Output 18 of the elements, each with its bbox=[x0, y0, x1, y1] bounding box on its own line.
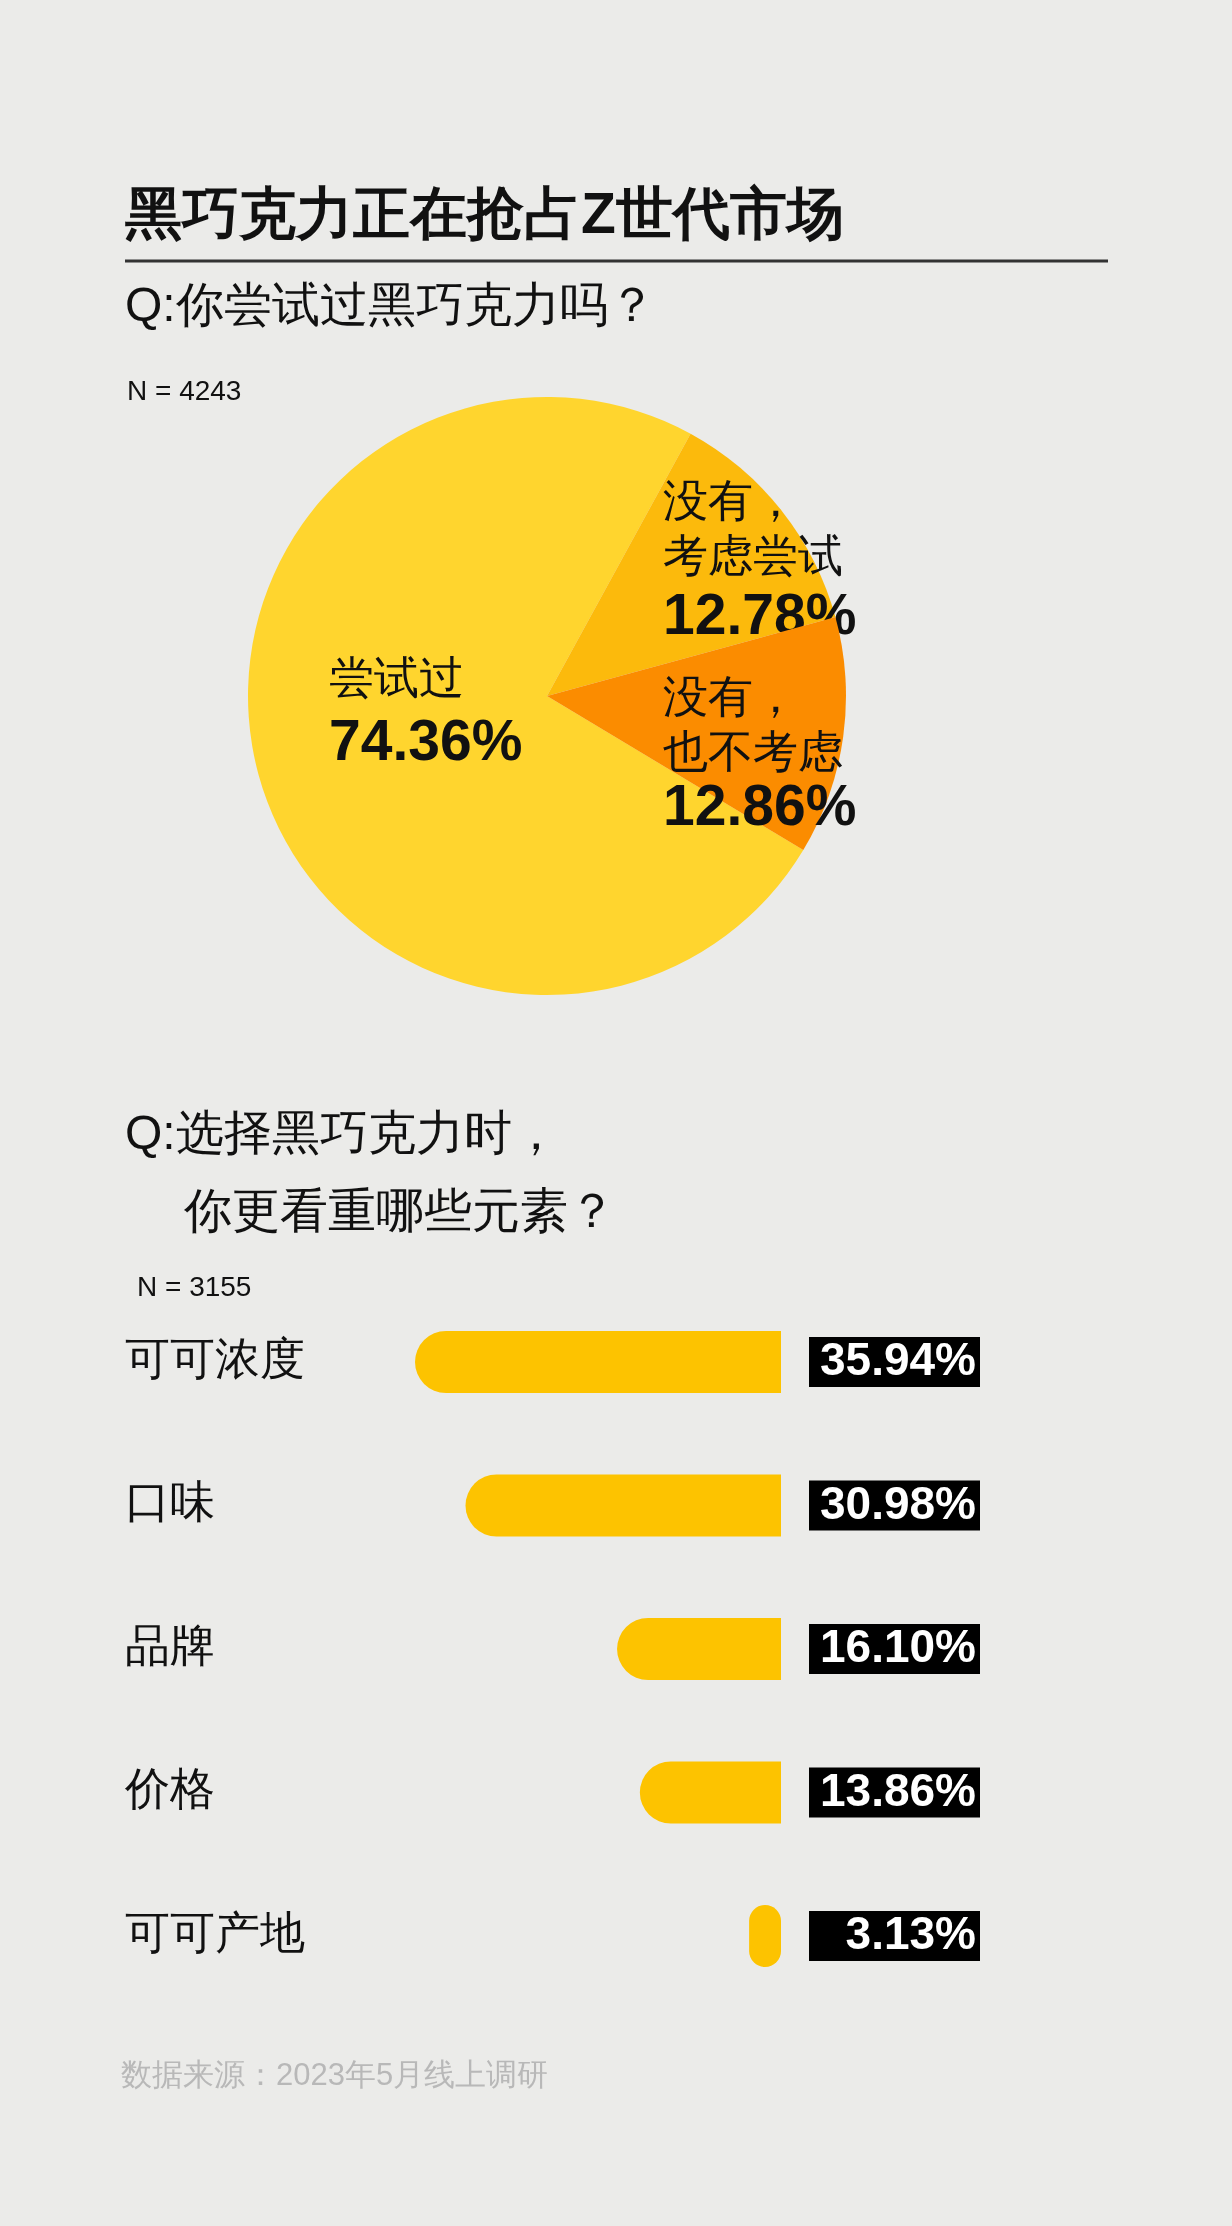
data-label: 30.98% bbox=[819, 1476, 976, 1529]
y-tick-label: 品牌 bbox=[125, 1619, 215, 1671]
chart-subtitle: Q:你尝试过黑巧克力吗？ bbox=[125, 277, 656, 331]
slice-label: 尝试过 bbox=[329, 651, 464, 703]
text: N = 3155 bbox=[137, 1271, 252, 1303]
text: N = 4243 bbox=[127, 375, 242, 407]
data-label: 13.86% bbox=[819, 1763, 976, 1816]
data-label: 74.36% bbox=[329, 708, 523, 773]
data-label: 3.13% bbox=[845, 1907, 976, 1960]
y-tick-label: 可可浓度 bbox=[125, 1332, 305, 1384]
slice-label: 没有，也不考虑 bbox=[663, 670, 843, 777]
chart-subtitle: Q:选择黑巧克力时，你更看重哪些元素？ bbox=[125, 1105, 616, 1237]
y-tick-label: 口味 bbox=[125, 1476, 215, 1528]
data-label: 16.10% bbox=[819, 1620, 976, 1673]
data-label: 35.94% bbox=[819, 1333, 976, 1386]
chart-title: 黑巧克力正在抢占Z世代市场 bbox=[125, 181, 844, 246]
y-tick-label: 价格 bbox=[124, 1763, 215, 1815]
y-tick-label: 可可产地 bbox=[125, 1906, 305, 1958]
